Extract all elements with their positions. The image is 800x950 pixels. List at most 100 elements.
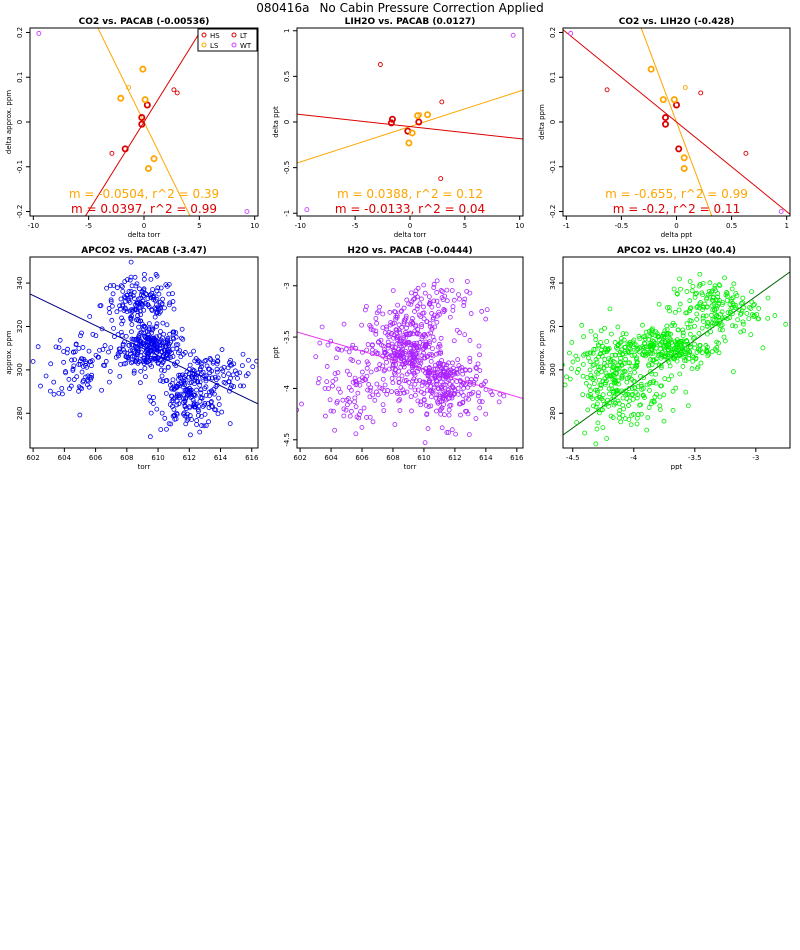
data-point	[434, 298, 440, 304]
data-point	[657, 337, 662, 343]
data-point	[149, 364, 154, 369]
data-point	[402, 378, 407, 384]
data-point	[646, 405, 652, 410]
data-point	[118, 361, 123, 367]
data-point	[661, 418, 667, 424]
data-point	[468, 311, 474, 316]
data-point	[118, 296, 124, 302]
data-point	[108, 283, 113, 289]
data-point	[336, 386, 342, 392]
data-point	[593, 333, 599, 339]
data-point	[86, 348, 92, 354]
data-point	[594, 401, 600, 407]
data-point	[618, 356, 623, 361]
data-point	[678, 338, 683, 344]
data-point	[353, 431, 359, 437]
data-point	[131, 368, 137, 374]
data-point	[226, 371, 231, 377]
data-point	[760, 345, 766, 351]
data-point	[442, 369, 447, 375]
data-point	[382, 367, 388, 373]
data-point	[466, 396, 471, 402]
data-point	[333, 355, 339, 361]
data-point	[661, 336, 667, 341]
data-point	[647, 388, 652, 393]
data-point	[727, 315, 733, 321]
data-point	[76, 346, 82, 351]
data-point	[384, 359, 389, 365]
data-point	[195, 358, 201, 364]
data-point	[680, 327, 686, 333]
data-point	[604, 401, 610, 407]
y-axis-label: delta approx. ppm	[5, 90, 13, 154]
y-tick-label: 0.5	[283, 71, 291, 82]
data-point	[415, 303, 421, 309]
data-point	[418, 314, 423, 319]
data-point	[234, 371, 240, 376]
data-point	[36, 30, 42, 36]
data-point	[397, 353, 403, 359]
data-point	[570, 359, 576, 365]
data-point	[427, 321, 433, 326]
data-point	[597, 377, 602, 383]
data-point	[151, 395, 156, 400]
plot-area	[30, 259, 258, 440]
data-point	[213, 384, 219, 390]
data-point	[600, 425, 606, 431]
data-point	[141, 276, 147, 282]
data-point	[419, 336, 425, 342]
data-point	[108, 297, 114, 303]
data-point	[215, 358, 221, 364]
data-point	[328, 338, 334, 344]
data-point	[154, 350, 160, 355]
data-point	[748, 332, 754, 338]
plot-frame	[29, 256, 259, 449]
data-point	[394, 341, 400, 347]
data-point	[334, 346, 340, 352]
data-point	[439, 425, 445, 431]
data-point	[406, 339, 412, 345]
data-point	[142, 365, 148, 371]
data-point	[101, 362, 106, 368]
data-point	[467, 338, 473, 343]
data-point	[235, 375, 240, 381]
data-point	[173, 334, 179, 340]
data-point	[166, 421, 172, 427]
data-point	[166, 291, 172, 297]
data-point	[408, 394, 414, 400]
data-point	[596, 343, 602, 349]
data-point	[659, 350, 665, 355]
data-point	[393, 355, 398, 361]
data-point	[603, 370, 609, 376]
data-point	[231, 361, 237, 367]
data-point	[211, 391, 217, 397]
data-point	[588, 328, 594, 334]
data-point	[634, 421, 640, 427]
y-tick-label: 1	[283, 29, 291, 33]
x-tick-label: 612	[448, 454, 461, 462]
x-tick-label: 608	[120, 454, 133, 462]
data-point	[439, 358, 444, 363]
data-point	[438, 406, 444, 412]
data-point	[348, 408, 354, 414]
data-point	[120, 284, 125, 290]
data-point	[108, 345, 114, 351]
data-point	[604, 87, 610, 93]
data-point	[198, 390, 204, 396]
data-point	[304, 207, 310, 213]
data-point	[341, 321, 347, 327]
data-point	[465, 411, 471, 417]
chart-title: H2O vs. PACAB (-0.0444)	[347, 246, 472, 256]
data-point	[626, 392, 632, 398]
data-point	[479, 309, 485, 314]
data-point	[397, 338, 403, 344]
data-point	[147, 434, 153, 440]
data-point	[415, 118, 423, 126]
data-point	[644, 382, 650, 388]
x-tick-label: 610	[417, 454, 430, 462]
data-point	[458, 390, 464, 396]
data-point	[229, 383, 234, 389]
data-point	[111, 325, 116, 331]
x-tick-label: 10	[250, 222, 259, 230]
data-point	[647, 380, 653, 385]
